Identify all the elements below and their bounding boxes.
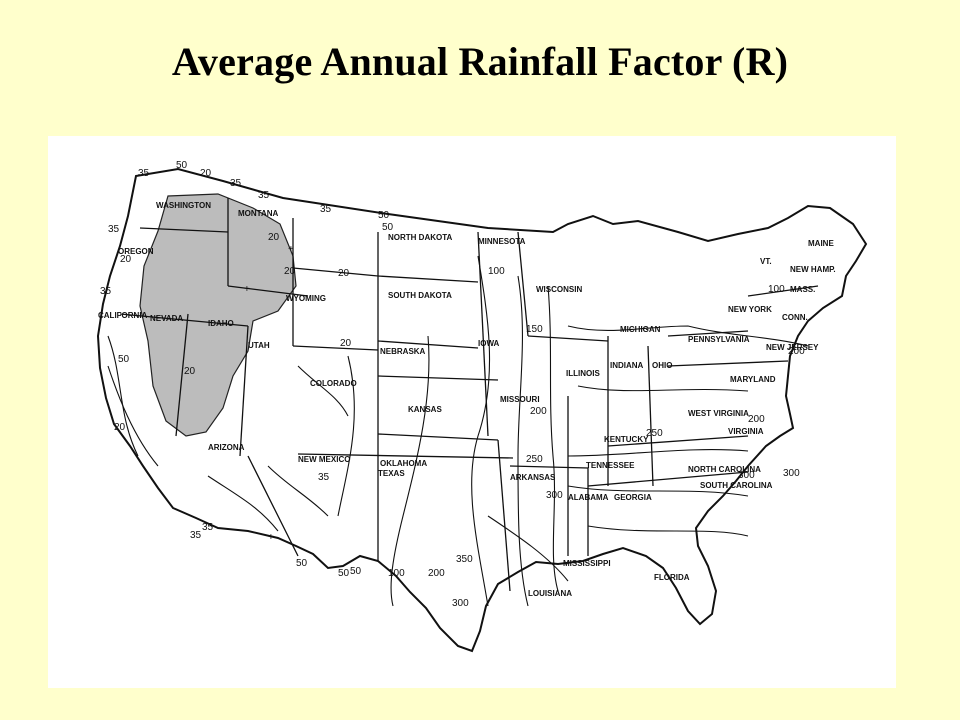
isoline-label: 50 bbox=[350, 566, 362, 577]
isoline-label: 50 bbox=[118, 354, 130, 365]
isoline-label: 50 bbox=[382, 222, 394, 233]
isoline-label: 20 bbox=[200, 168, 212, 179]
isoline-label: 35 bbox=[202, 522, 214, 533]
plus-marker: + bbox=[244, 284, 250, 295]
isoline-label: 200 bbox=[428, 568, 445, 579]
isoline-label: 50 bbox=[296, 558, 308, 569]
isoline-label: 35 bbox=[138, 168, 150, 179]
label-ohio: OHIO bbox=[652, 361, 672, 370]
label-colorado: COLORADO bbox=[310, 379, 357, 388]
label-alabama: ALABAMA bbox=[568, 493, 609, 502]
plus-markers: + + + bbox=[244, 244, 294, 543]
label-washington: WASHINGTON bbox=[156, 201, 211, 210]
label-connecticut: CONN. bbox=[782, 313, 808, 322]
label-illinois: ILLINOIS bbox=[566, 369, 600, 378]
label-south-dakota: SOUTH DAKOTA bbox=[388, 291, 452, 300]
isoline-label: 20 bbox=[284, 266, 296, 277]
isoline-label: 35 bbox=[320, 204, 332, 215]
label-pennsylvania: PENNSYLVANIA bbox=[688, 335, 750, 344]
us-outline bbox=[96, 167, 868, 653]
isoline-label: 20 bbox=[268, 232, 280, 243]
label-nebraska: NEBRASKA bbox=[380, 347, 426, 356]
isolines bbox=[107, 255, 809, 607]
label-new-mexico: NEW MEXICO bbox=[298, 455, 350, 464]
label-indiana: INDIANA bbox=[610, 361, 644, 370]
state-boundaries bbox=[119, 198, 819, 592]
label-oklahoma: OKLAHOMA bbox=[380, 459, 427, 468]
isoline-label: 300 bbox=[738, 470, 755, 481]
label-new-york: NEW YORK bbox=[728, 305, 772, 314]
label-kansas: KANSAS bbox=[408, 405, 442, 414]
plus-marker: + bbox=[288, 244, 294, 255]
label-florida: FLORIDA bbox=[654, 573, 690, 582]
isoline-label: 20 bbox=[120, 254, 132, 265]
label-tennessee: TENNESSEE bbox=[586, 461, 635, 470]
label-iowa: IOWA bbox=[478, 339, 500, 348]
label-california: CALIFORNIA bbox=[98, 311, 148, 320]
plus-marker: + bbox=[268, 532, 274, 543]
isoline-label: 35 bbox=[100, 286, 112, 297]
shaded-region bbox=[139, 193, 297, 437]
isoline-label: 350 bbox=[456, 554, 473, 565]
label-maryland: MARYLAND bbox=[730, 375, 776, 384]
label-maine: MAINE bbox=[808, 239, 834, 248]
label-west-virginia: WEST VIRGINIA bbox=[688, 409, 749, 418]
isoline-label: 300 bbox=[546, 490, 563, 501]
label-massachusetts: MASS. bbox=[790, 285, 815, 294]
isoline-label: 150 bbox=[526, 324, 543, 335]
isoline-label: 20 bbox=[340, 338, 352, 349]
rainfall-factor-map: WASHINGTON MONTANA OREGON IDAHO WYOMING … bbox=[48, 136, 896, 688]
label-texas: TEXAS bbox=[378, 469, 405, 478]
us-map-svg: WASHINGTON MONTANA OREGON IDAHO WYOMING … bbox=[96, 160, 868, 653]
isoline-label: 35 bbox=[318, 472, 330, 483]
label-louisiana: LOUISIANA bbox=[528, 589, 572, 598]
label-missouri: MISSOURI bbox=[500, 395, 540, 404]
isoline-label: 100 bbox=[488, 266, 505, 277]
label-wisconsin: WISCONSIN bbox=[536, 285, 582, 294]
isoline-label: 50 bbox=[378, 210, 390, 221]
label-oregon: OREGON bbox=[118, 247, 154, 256]
isoline-label: 35 bbox=[258, 190, 270, 201]
isoline-label: 20 bbox=[338, 268, 350, 279]
isoline-label: 300 bbox=[783, 468, 800, 479]
label-new-hampshire: NEW HAMP. bbox=[790, 265, 836, 274]
isoline-label: 100 bbox=[768, 284, 785, 295]
isoline-label: 200 bbox=[748, 414, 765, 425]
isoline-label: 250 bbox=[646, 428, 663, 439]
state-label-layer: WASHINGTON MONTANA OREGON IDAHO WYOMING … bbox=[98, 201, 836, 598]
isoline-label: 200 bbox=[530, 406, 547, 417]
label-north-dakota: NORTH DAKOTA bbox=[388, 233, 453, 242]
isoline-label: 300 bbox=[452, 598, 469, 609]
label-vermont: VT. bbox=[760, 257, 772, 266]
isoline-label: 35 bbox=[190, 530, 202, 541]
isoline-label: 35 bbox=[230, 178, 242, 189]
label-michigan: MICHIGAN bbox=[620, 325, 661, 334]
label-idaho: IDAHO bbox=[208, 319, 234, 328]
label-montana: MONTANA bbox=[238, 209, 279, 218]
label-nevada: NEVADA bbox=[150, 314, 183, 323]
isoline-label: 20 bbox=[184, 366, 196, 377]
isoline-label: 20 bbox=[114, 422, 126, 433]
isoline-label: 200 bbox=[788, 346, 805, 357]
label-wyoming: WYOMING bbox=[286, 294, 326, 303]
label-kentucky: KENTUCKY bbox=[604, 435, 649, 444]
label-south-carolina: SOUTH CAROLINA bbox=[700, 481, 773, 490]
isoline-label: 50 bbox=[176, 160, 188, 171]
label-virginia: VIRGINIA bbox=[728, 427, 764, 436]
label-arizona: ARIZONA bbox=[208, 443, 245, 452]
label-mississippi: MISSISSIPPI bbox=[563, 559, 611, 568]
isoline-label: 250 bbox=[526, 454, 543, 465]
isoline-label: 50 bbox=[338, 568, 350, 579]
label-arkansas: ARKANSAS bbox=[510, 473, 556, 482]
label-north-carolina: NORTH CAROLINA bbox=[688, 465, 761, 474]
label-utah: UTAH bbox=[248, 341, 270, 350]
label-minnesota: MINNESOTA bbox=[478, 237, 526, 246]
label-new-jersey: NEW JERSEY bbox=[766, 343, 819, 352]
label-georgia: GEORGIA bbox=[614, 493, 652, 502]
isoline-label: 100 bbox=[388, 568, 405, 579]
page-title: Average Annual Rainfall Factor (R) bbox=[171, 39, 789, 84]
isoline-label: 35 bbox=[108, 224, 120, 235]
isoline-value-layer: 35 50 20 35 35 35 50 20 35 20 20 20 20 3… bbox=[100, 160, 805, 609]
